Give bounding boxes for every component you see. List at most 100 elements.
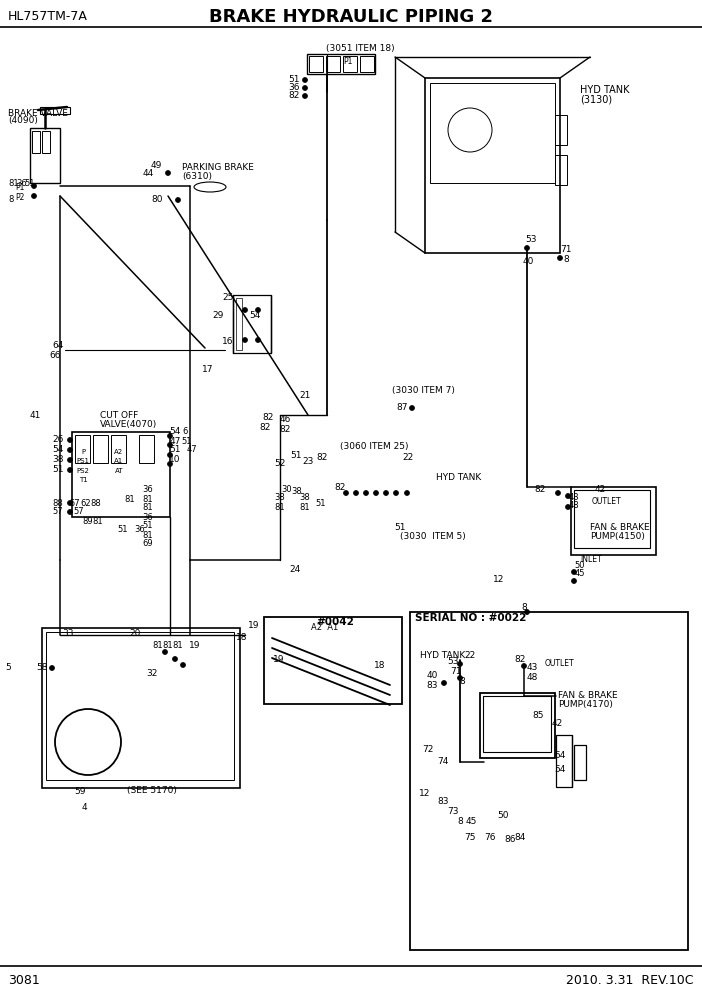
Text: 72: 72 [423, 746, 434, 755]
Text: 51: 51 [169, 445, 180, 454]
Text: P1: P1 [15, 184, 25, 192]
Text: 38: 38 [52, 455, 64, 464]
Text: A2: A2 [114, 449, 124, 455]
Text: 87: 87 [396, 404, 408, 413]
Text: 29: 29 [212, 310, 224, 319]
Text: 88: 88 [53, 499, 63, 508]
Text: (3030 ITEM 7): (3030 ITEM 7) [392, 386, 455, 395]
Text: 4: 4 [81, 804, 87, 812]
Text: HYD TANK: HYD TANK [580, 85, 630, 95]
Circle shape [458, 676, 463, 681]
Text: 45: 45 [575, 569, 585, 578]
Circle shape [67, 437, 72, 442]
Text: AT: AT [114, 468, 124, 474]
Circle shape [176, 197, 180, 202]
Text: 48: 48 [526, 673, 538, 682]
Text: 62: 62 [81, 499, 91, 508]
Circle shape [256, 337, 260, 342]
Bar [30, 128, 60, 183]
Text: 8: 8 [457, 817, 463, 826]
Text: 74: 74 [437, 758, 449, 767]
Text: 81: 81 [93, 518, 103, 527]
Text: 88: 88 [91, 499, 101, 508]
Text: VALVE(4070): VALVE(4070) [100, 420, 157, 429]
Text: P: P [81, 449, 85, 455]
Text: 8: 8 [521, 603, 527, 612]
Text: 36: 36 [143, 513, 153, 522]
Circle shape [173, 657, 178, 662]
Circle shape [373, 490, 378, 495]
Text: 54: 54 [555, 766, 566, 775]
Text: 51: 51 [182, 436, 192, 445]
Text: 19: 19 [249, 622, 260, 631]
Text: 51: 51 [395, 524, 406, 533]
Circle shape [162, 650, 168, 655]
Circle shape [404, 490, 409, 495]
Text: 5: 5 [5, 664, 11, 673]
Text: 24: 24 [289, 565, 300, 574]
Bar [483, 696, 551, 752]
Bar [139, 435, 154, 463]
Text: 49: 49 [150, 161, 161, 170]
Text: 54: 54 [555, 751, 566, 760]
Text: 18: 18 [374, 661, 386, 670]
Text: HYD TANK: HYD TANK [420, 651, 465, 660]
Circle shape [168, 452, 173, 457]
Text: 2010. 3.31  REV.10C: 2010. 3.31 REV.10C [567, 973, 694, 986]
Text: 73: 73 [447, 807, 458, 816]
Circle shape [555, 490, 560, 495]
Circle shape [524, 245, 529, 251]
Text: 20: 20 [129, 629, 140, 638]
Bar [309, 56, 323, 72]
Text: 83: 83 [426, 682, 438, 690]
Text: 71: 71 [560, 245, 571, 255]
Text: 51: 51 [143, 522, 153, 531]
Circle shape [242, 337, 248, 342]
Text: 81: 81 [125, 495, 135, 505]
Text: 81: 81 [300, 503, 310, 512]
Text: 12: 12 [419, 789, 431, 798]
Circle shape [67, 447, 72, 452]
Text: 25: 25 [223, 294, 234, 303]
Text: 16: 16 [223, 337, 234, 346]
Text: HL757TM-7A: HL757TM-7A [8, 11, 88, 24]
Text: 30: 30 [282, 485, 292, 494]
Text: 57: 57 [53, 508, 63, 517]
Circle shape [522, 664, 526, 669]
Bar [326, 56, 340, 72]
Bar [32, 131, 40, 153]
Text: 6: 6 [183, 428, 187, 436]
Text: BRAKE HYDRAULIC PIPING 2: BRAKE HYDRAULIC PIPING 2 [209, 8, 493, 26]
Text: 36: 36 [135, 526, 145, 535]
Text: 81: 81 [143, 504, 153, 513]
Text: 51: 51 [289, 75, 300, 84]
Bar [46, 632, 234, 780]
Text: 38: 38 [274, 493, 286, 503]
Text: 80: 80 [151, 195, 163, 204]
Text: PS1: PS1 [77, 458, 89, 464]
Text: 52: 52 [274, 458, 286, 467]
Bar [425, 78, 560, 253]
Text: OUTLET: OUTLET [592, 497, 622, 506]
Text: 50: 50 [497, 810, 509, 819]
Bar [236, 298, 242, 350]
Text: 8: 8 [563, 256, 569, 265]
Circle shape [303, 93, 307, 98]
Text: 33: 33 [62, 629, 74, 638]
Text: 38: 38 [291, 487, 303, 497]
Text: 47: 47 [187, 445, 197, 454]
Text: 86: 86 [504, 835, 516, 844]
Text: 81: 81 [8, 179, 19, 187]
Circle shape [32, 193, 37, 198]
Text: 82: 82 [317, 453, 328, 462]
Bar [42, 628, 240, 788]
Text: P2: P2 [15, 192, 25, 201]
Text: T1: T1 [79, 477, 87, 483]
Text: #0042: #0042 [316, 617, 354, 627]
Text: FAN & BRAKE: FAN & BRAKE [558, 690, 618, 699]
Bar [343, 56, 357, 72]
Text: 66: 66 [49, 350, 61, 359]
Bar [233, 295, 271, 353]
Circle shape [168, 434, 173, 438]
Bar [410, 612, 688, 950]
